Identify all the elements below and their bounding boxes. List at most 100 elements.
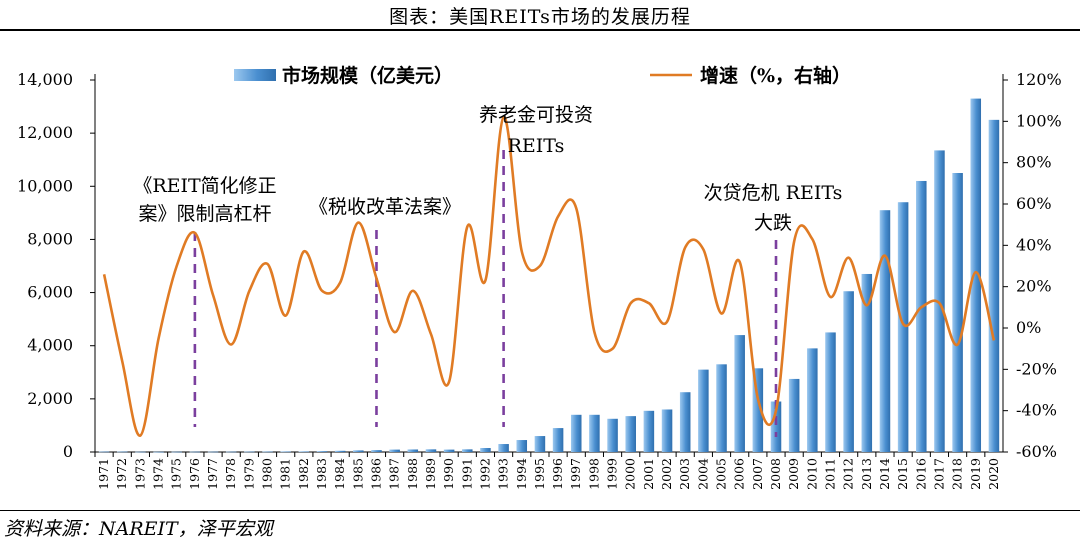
bar xyxy=(316,451,328,452)
x-tick-label: 2018 xyxy=(950,458,965,490)
x-tick-label: 1997 xyxy=(568,458,583,490)
x-tick-label: 1974 xyxy=(151,458,166,490)
x-tick-label: 1971 xyxy=(96,458,111,490)
x-tick-label: 2019 xyxy=(968,458,983,490)
left-tick-label: 8,000 xyxy=(27,229,73,248)
bar xyxy=(825,332,836,452)
bar xyxy=(570,414,582,452)
x-tick-label: 2008 xyxy=(768,458,783,490)
x-tick-label: 2010 xyxy=(804,458,819,490)
bar xyxy=(225,451,237,453)
bar xyxy=(116,451,128,453)
x-tick-label: 2020 xyxy=(986,458,1001,490)
bar xyxy=(679,392,691,452)
bar xyxy=(98,451,110,453)
bar xyxy=(425,449,437,452)
x-tick-label: 2006 xyxy=(732,458,747,490)
bar xyxy=(752,368,764,452)
bar xyxy=(516,440,528,452)
left-tick-label: 2,000 xyxy=(27,389,73,408)
x-tick-label: 2013 xyxy=(859,458,874,490)
page-title: 图表：美国REITs市场的发展历程 xyxy=(389,6,691,28)
bar xyxy=(334,450,346,452)
left-tick-label: 10,000 xyxy=(17,176,73,195)
x-tick-label: 1995 xyxy=(532,458,547,490)
left-tick-label: 6,000 xyxy=(27,283,73,302)
bar xyxy=(897,202,909,452)
x-tick-label: 2016 xyxy=(913,458,928,490)
bar xyxy=(171,451,182,453)
x-tick-label: 2011 xyxy=(822,458,837,490)
x-tick-label: 1976 xyxy=(187,458,202,490)
x-tick-label: 2014 xyxy=(877,458,892,490)
x-tick-label: 1988 xyxy=(405,458,420,490)
x-tick-label: 1984 xyxy=(332,458,347,490)
x-tick-label: 2002 xyxy=(659,458,674,490)
x-tick-label: 2004 xyxy=(695,458,710,490)
annotation-text: REITs xyxy=(508,135,565,157)
x-tick-label: 2003 xyxy=(677,458,692,490)
x-tick-label: 1980 xyxy=(260,458,275,490)
right-tick-label: 40% xyxy=(1016,235,1052,254)
bar xyxy=(988,119,1000,452)
x-tick-label: 2012 xyxy=(841,458,856,490)
left-tick-label: 0 xyxy=(63,442,73,461)
x-tick-label: 2009 xyxy=(786,458,801,490)
left-tick-label: 14,000 xyxy=(17,70,73,89)
bar xyxy=(625,416,636,452)
bar xyxy=(807,348,818,452)
x-tick-label: 2001 xyxy=(641,458,656,490)
bar xyxy=(770,401,782,452)
right-tick-label: 60% xyxy=(1016,194,1052,213)
annotation-text: 次贷危机 REITs xyxy=(704,182,843,204)
bar xyxy=(443,449,455,452)
bar xyxy=(298,451,310,453)
x-tick-label: 1989 xyxy=(423,458,438,490)
x-tick-label: 1983 xyxy=(314,458,329,490)
right-tick-label: 100% xyxy=(1016,111,1062,130)
right-tick-label: -20% xyxy=(1016,359,1057,378)
x-tick-label: 1978 xyxy=(223,458,238,490)
x-tick-label: 1998 xyxy=(586,458,601,490)
bar xyxy=(934,150,945,452)
bar xyxy=(879,210,891,452)
x-tick-label: 1982 xyxy=(296,458,311,490)
x-tick-label: 2017 xyxy=(931,458,946,490)
x-tick-label: 1972 xyxy=(114,458,129,490)
growth-line xyxy=(102,115,996,437)
bar xyxy=(661,409,673,452)
chart: 0 2,000 4,000 6,000 8,000 10,000 12,000 14,000 -… xyxy=(17,64,1062,490)
bar xyxy=(607,418,618,452)
right-tick-label: 20% xyxy=(1016,277,1052,296)
right-tick-label: 0% xyxy=(1016,318,1041,337)
bar xyxy=(861,273,873,452)
bar xyxy=(698,369,709,452)
x-tick-label: 1993 xyxy=(496,458,511,490)
x-tick-label: 1992 xyxy=(477,458,492,490)
x-tick-label: 1973 xyxy=(132,458,147,490)
bar xyxy=(716,364,727,452)
bar xyxy=(135,451,146,453)
bar xyxy=(189,451,201,453)
line-series xyxy=(102,115,996,437)
axes: 0 2,000 4,000 6,000 8,000 10,000 12,000 14,000 -… xyxy=(17,70,1062,490)
bar xyxy=(244,451,255,453)
x-tick-label: 1985 xyxy=(350,458,365,490)
x-tick-label: 1979 xyxy=(241,458,256,490)
event-markers xyxy=(193,150,778,437)
bar xyxy=(952,173,963,452)
x-tick-label: 1999 xyxy=(605,458,620,490)
x-tick-label: 1994 xyxy=(514,458,529,490)
x-tick-label: 1991 xyxy=(459,458,474,490)
right-tick-label: -40% xyxy=(1016,401,1057,420)
bar xyxy=(788,378,800,452)
source-note: 资料来源：NAREIT，泽平宏观 xyxy=(4,518,273,540)
x-tick-label: 1981 xyxy=(278,458,293,490)
legend: 市场规模（亿美元） 增速（%，右轴） xyxy=(234,64,851,87)
bar xyxy=(371,450,382,452)
right-tick-label: 120% xyxy=(1016,70,1062,89)
bar xyxy=(389,449,400,452)
annotation-text: 大跌 xyxy=(754,212,792,234)
legend-bar-swatch xyxy=(234,69,276,81)
legend-label: 市场规模（亿美元） xyxy=(282,64,453,87)
